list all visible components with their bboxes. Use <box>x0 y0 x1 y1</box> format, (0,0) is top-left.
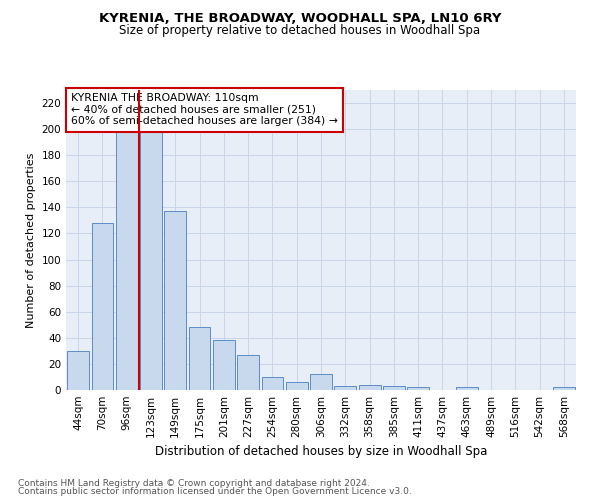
Bar <box>67 351 89 390</box>
Bar <box>310 374 332 390</box>
Text: KYRENIA THE BROADWAY: 110sqm
← 40% of detached houses are smaller (251)
60% of s: KYRENIA THE BROADWAY: 110sqm ← 40% of de… <box>71 93 338 126</box>
X-axis label: Distribution of detached houses by size in Woodhall Spa: Distribution of detached houses by size … <box>155 446 487 458</box>
Bar <box>334 386 356 390</box>
Bar <box>383 386 405 390</box>
Text: Size of property relative to detached houses in Woodhall Spa: Size of property relative to detached ho… <box>119 24 481 37</box>
Bar <box>407 388 429 390</box>
Bar <box>116 103 137 390</box>
Text: Contains HM Land Registry data © Crown copyright and database right 2024.: Contains HM Land Registry data © Crown c… <box>18 478 370 488</box>
Text: Contains public sector information licensed under the Open Government Licence v3: Contains public sector information licen… <box>18 487 412 496</box>
Bar <box>213 340 235 390</box>
Bar <box>456 388 478 390</box>
Bar <box>237 355 259 390</box>
Bar <box>140 103 162 390</box>
Bar <box>553 388 575 390</box>
Bar <box>359 385 380 390</box>
Bar <box>188 328 211 390</box>
Bar <box>286 382 308 390</box>
Text: KYRENIA, THE BROADWAY, WOODHALL SPA, LN10 6RY: KYRENIA, THE BROADWAY, WOODHALL SPA, LN1… <box>99 12 501 26</box>
Bar <box>262 377 283 390</box>
Y-axis label: Number of detached properties: Number of detached properties <box>26 152 36 328</box>
Bar <box>91 223 113 390</box>
Bar <box>164 212 186 390</box>
